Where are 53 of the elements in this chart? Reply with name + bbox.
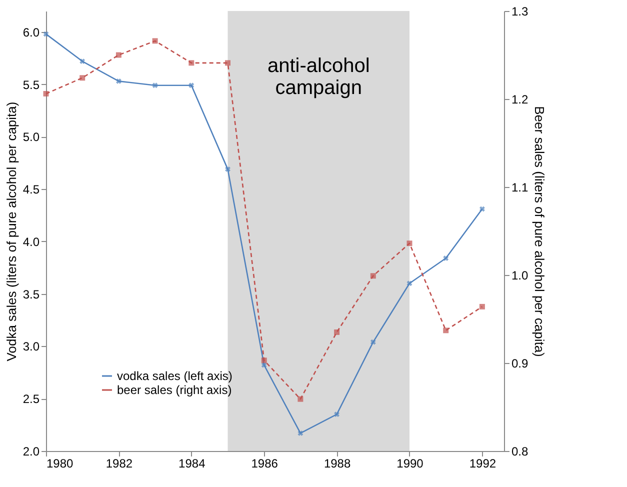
point bbox=[225, 166, 230, 172]
point bbox=[152, 38, 158, 44]
point bbox=[334, 412, 340, 418]
y2-tick-label: 0.9 bbox=[512, 356, 529, 370]
y2-tick-label: 1.3 bbox=[512, 4, 529, 18]
x-tick-label: 1984 bbox=[178, 456, 206, 470]
point bbox=[298, 396, 304, 402]
point bbox=[188, 82, 194, 88]
point bbox=[43, 90, 49, 96]
point bbox=[152, 82, 158, 88]
y-tick-label: 5.0 bbox=[22, 130, 40, 144]
point bbox=[479, 206, 485, 212]
point bbox=[80, 58, 86, 64]
y2-tick-label: 1.2 bbox=[512, 92, 529, 106]
point bbox=[479, 304, 485, 310]
y-tick-label: 3.0 bbox=[22, 340, 40, 354]
y2-tick-label: 1.0 bbox=[512, 268, 529, 282]
point bbox=[370, 273, 376, 279]
y-tick-label: 5.5 bbox=[22, 78, 40, 92]
x-tick-label: 1986 bbox=[251, 456, 278, 470]
point bbox=[334, 329, 340, 335]
y-tick-label: 4.5 bbox=[22, 182, 40, 197]
y2-axis-title: Beer sales (liters of pure alcohol per capita) bbox=[532, 106, 548, 357]
y-tick-label: 3.5 bbox=[22, 287, 40, 302]
point bbox=[80, 75, 86, 81]
point bbox=[116, 78, 122, 84]
point bbox=[116, 52, 122, 58]
band-label: anti-alcohol campaign bbox=[267, 55, 370, 99]
legend-label: beer sales (right axis) bbox=[117, 383, 232, 397]
point bbox=[443, 328, 449, 334]
x-tick-label: 1982 bbox=[106, 456, 133, 470]
point bbox=[261, 358, 267, 364]
x-tick-label: 1988 bbox=[324, 456, 351, 470]
legend-label: vodka sales (left axis) bbox=[117, 369, 232, 383]
x-tick-label: 1980 bbox=[46, 456, 74, 470]
y-axis-title: Vodka sales (liters of pure alcohol per capita) bbox=[4, 102, 19, 362]
point bbox=[43, 31, 49, 37]
x-tick-label: 1992 bbox=[469, 456, 496, 470]
point bbox=[188, 60, 194, 66]
y-tick-label: 2.0 bbox=[22, 444, 40, 458]
y-tick-label: 6.0 bbox=[22, 25, 40, 40]
point bbox=[225, 60, 230, 66]
y2-tick-label: 0.8 bbox=[512, 444, 529, 458]
point bbox=[406, 280, 412, 286]
y-tick-label: 4.0 bbox=[22, 234, 40, 249]
y-tick-label: 2.5 bbox=[22, 392, 40, 406]
point bbox=[370, 339, 376, 345]
y2-tick-label: 1.1 bbox=[512, 180, 529, 194]
point bbox=[406, 240, 412, 246]
point bbox=[298, 430, 304, 436]
point bbox=[443, 256, 449, 261]
point bbox=[261, 362, 267, 368]
x-tick-label: 1990 bbox=[396, 456, 424, 470]
